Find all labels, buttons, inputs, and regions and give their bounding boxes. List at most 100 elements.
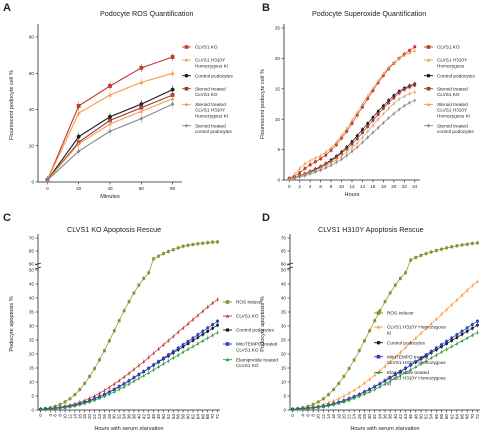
data-point [171,248,175,252]
data-point [191,243,195,246]
data-point [132,379,136,383]
data-point [313,160,317,164]
data-point [324,153,328,157]
data-point [376,126,380,130]
legend-label: Homozygous KI [437,113,470,118]
data-point [445,308,449,311]
data-point [196,313,200,317]
data-point [132,376,136,380]
plot-area: 0 20 40 60 80 0 20 40 60 80 Minutes Flourescent pod… [9,24,233,200]
data-point [440,350,443,354]
data-point [127,379,131,383]
data-point [191,345,195,348]
legend-label: CLVS1 H310Y [195,108,226,113]
y-tick-label: 0 [283,408,286,413]
data-point [414,365,418,368]
data-point [186,342,190,346]
data-point [170,102,175,106]
data-point [424,327,428,330]
data-point [76,149,81,154]
legend-marker [426,102,431,106]
data-point [98,396,101,400]
data-point [355,113,359,117]
data-point [332,403,336,406]
data-point [107,392,111,396]
data-point [363,381,366,385]
x-axis-label: Hours [345,192,360,198]
data-point [201,339,205,342]
legend-label: CLVS1 KO [195,92,218,97]
data-point [112,329,116,333]
legend-marker [426,86,431,91]
data-point [399,370,402,374]
data-point [387,66,391,69]
x-tick-label: 52 [166,414,171,420]
data-point [392,96,396,100]
x-tick-label: 80 [170,186,176,191]
x-tick-label: 20 [391,184,397,189]
data-point [345,150,349,154]
legend-label: MitoTEMPO treated [387,354,429,359]
data-point [83,382,87,385]
data-point [170,87,175,92]
legend-marker [376,340,381,345]
data-point [393,373,397,377]
data-point [103,389,106,392]
data-point [373,373,377,377]
series-line [292,332,478,411]
legend-label: CLVS1 KO [437,45,460,50]
data-point [303,174,307,178]
data-point [334,160,338,164]
x-tick-label: 20 [87,414,92,420]
data-point [206,336,210,340]
data-point [293,173,296,176]
y-axis-label: Flourescent podocyte cell % [9,70,15,140]
data-point [393,355,397,359]
x-tick-label: 26 [357,414,362,420]
data-point [107,385,111,389]
data-point [450,303,454,306]
x-tick-label: 64 [454,414,459,420]
y-tick-label: 60 [29,71,35,76]
panel-letter: D [262,212,270,224]
data-point [211,323,215,326]
data-point [402,53,406,57]
data-point [117,385,121,389]
data-point [355,141,359,145]
data-point [147,355,151,359]
data-point [399,277,402,280]
legend-label: CLVS1 KO [236,347,259,352]
data-point [387,101,391,105]
series-line [289,91,415,180]
data-point [366,122,370,125]
data-point [350,140,354,144]
series-line [289,83,415,180]
x-tick-label: 20 [76,186,82,191]
data-point [88,400,92,403]
legend-label: KI [387,381,391,386]
data-point [76,142,81,146]
data-point [376,117,380,121]
data-point [424,353,428,357]
data-point [93,367,96,370]
data-point [321,397,325,401]
data-point [413,90,417,93]
x-tick-label: 22 [92,414,97,420]
x-tick-label: 54 [429,414,434,420]
data-point [476,241,479,245]
data-point [298,175,302,179]
data-point [460,329,464,333]
data-point [388,376,392,380]
legend-marker [376,370,381,374]
legend-label: Homozygous KI [195,113,228,118]
data-point [373,319,377,323]
data-point [142,360,146,363]
x-tick-label: 72 [215,414,220,420]
legend-label: KI [387,330,391,335]
data-point [383,300,387,304]
x-tick-label: 32 [372,414,377,420]
data-point [368,377,371,381]
data-point [48,407,52,411]
